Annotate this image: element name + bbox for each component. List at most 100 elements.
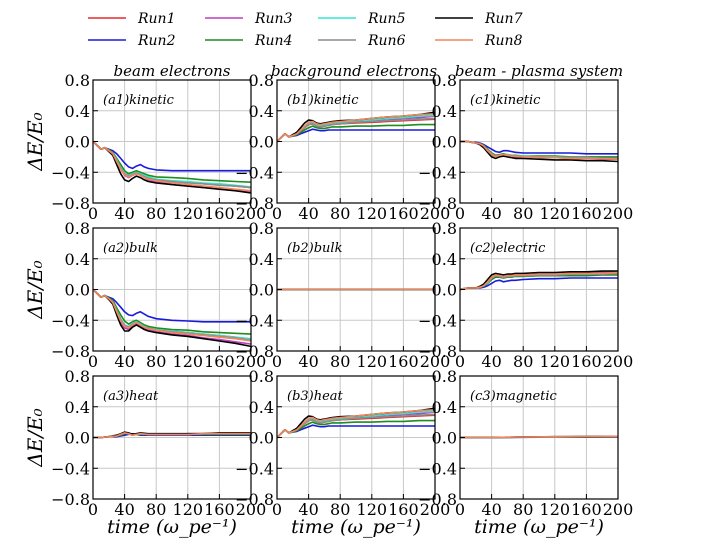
x-tick-label: 120 (173, 204, 204, 223)
x-tick-label: 160 (204, 500, 235, 519)
x-tick-label: 120 (540, 352, 571, 371)
series-group (93, 140, 251, 194)
y-tick-label: 0.0 (249, 429, 274, 448)
x-axis-label: time (ω_pe⁻¹) (291, 516, 421, 538)
y-tick-label: −0.8 (418, 194, 457, 213)
x-tick-label: 0 (455, 352, 465, 371)
x-tick-label: 80 (513, 204, 533, 223)
x-axis-label-text: time (474, 516, 517, 538)
y-tick-label: −0.4 (235, 459, 274, 478)
x-tick-label: 120 (357, 352, 388, 371)
legend-entry-run3: Run3 (205, 11, 293, 27)
panel-label: (c1)kinetic (470, 93, 541, 108)
y-tick-label: 0.4 (65, 250, 90, 269)
x-tick-label: 80 (513, 500, 533, 519)
x-tick-label: 200 (420, 204, 451, 223)
x-tick-label: 120 (540, 204, 571, 223)
y-tick-label: −0.4 (418, 163, 457, 182)
x-tick-label: 160 (388, 352, 419, 371)
y-tick-label: 0.0 (65, 429, 90, 448)
legend-label: Run5 (367, 11, 406, 27)
x-tick-label: 40 (114, 204, 134, 223)
series-line-run8 (93, 432, 251, 439)
x-tick-label: 160 (204, 204, 235, 223)
x-axis-label: time (ω_pe⁻¹) (107, 516, 237, 538)
x-tick-label: 80 (330, 204, 350, 223)
series-group (460, 270, 618, 291)
y-tick-label: 0.0 (65, 133, 90, 152)
y-tick-label: −0.4 (418, 311, 457, 330)
legend-label: Run4 (254, 33, 292, 49)
x-tick-label: 40 (114, 500, 134, 519)
y-tick-label: 0.0 (65, 281, 90, 300)
legend-label: Run2 (137, 33, 176, 49)
panel-c2: 0 40 80 120 160 200−0.8−0.40.00.40.8(c2)elect… (418, 219, 633, 371)
panel-label: (c3)magnetic (470, 389, 558, 404)
x-tick-label: 80 (330, 500, 350, 519)
x-tick-label: 160 (388, 500, 419, 519)
series-line-run8 (93, 288, 251, 342)
x-tick-label: 0 (455, 500, 465, 519)
x-tick-label: 0 (88, 204, 98, 223)
series-line-run8 (93, 140, 251, 192)
x-tick-label: 80 (146, 204, 166, 223)
y-tick-label: −0.8 (235, 342, 274, 361)
series-line-run8 (460, 435, 618, 439)
x-tick-label: 200 (603, 352, 634, 371)
x-tick-label: 160 (571, 500, 602, 519)
legend-entry-run1: Run1 (88, 11, 175, 27)
x-tick-label: 120 (173, 352, 204, 371)
y-tick-label: 0.4 (249, 250, 274, 269)
x-tick-label: 40 (114, 352, 134, 371)
y-tick-label: 0.0 (249, 281, 274, 300)
panel-label: (a1)kinetic (103, 93, 175, 108)
x-axis-label-text: time (107, 516, 150, 538)
y-tick-label: 0.0 (432, 133, 457, 152)
panel-b1: 0 40 80 120 160 200−0.8−0.40.00.40.8(b1)kinet… (235, 71, 450, 223)
x-tick-label: 80 (513, 352, 533, 371)
y-tick-label: −0.4 (51, 311, 90, 330)
y-tick-label: −0.4 (51, 459, 90, 478)
x-tick-label: 0 (455, 204, 465, 223)
x-tick-label: 80 (146, 352, 166, 371)
legend-entry-run5: Run5 (318, 11, 406, 27)
x-tick-label: 200 (603, 500, 634, 519)
series-line-run8 (460, 140, 618, 160)
x-axis-label: time (ω_pe⁻¹) (474, 516, 604, 538)
y-tick-label: −0.4 (51, 163, 90, 182)
x-tick-label: 0 (272, 352, 282, 371)
x-tick-label: 160 (204, 352, 235, 371)
legend-entry-run7: Run7 (435, 11, 523, 27)
y-tick-label: −0.8 (235, 194, 274, 213)
legend-label: Run7 (484, 11, 523, 27)
y-tick-label: 0.4 (432, 398, 457, 417)
x-tick-label: 0 (272, 500, 282, 519)
y-tick-label: 0.8 (249, 367, 274, 386)
x-tick-label: 0 (88, 352, 98, 371)
x-tick-label: 40 (298, 352, 318, 371)
series-line-run8 (277, 409, 435, 439)
y-tick-label: −0.8 (51, 490, 90, 509)
legend-entry-run8: Run8 (435, 33, 523, 49)
column-title: beam electrons (114, 62, 231, 80)
y-tick-label: 0.4 (432, 102, 457, 121)
y-axis-label: ΔE/E₀ (23, 112, 47, 171)
x-tick-label: 160 (388, 204, 419, 223)
legend-entry-run4: Run4 (205, 33, 292, 49)
panel-label: (b3)heat (287, 389, 344, 404)
legend-label: Run1 (137, 11, 175, 27)
x-tick-label: 40 (481, 352, 501, 371)
column-title: background electrons (271, 62, 437, 80)
x-axis-label-unit: (ω_pe⁻¹) (340, 516, 421, 538)
y-tick-label: −0.4 (235, 311, 274, 330)
panel-c1: 0 40 80 120 160 200−0.8−0.40.00.40.8(c1)kinet… (418, 71, 633, 223)
y-tick-label: 0.0 (432, 281, 457, 300)
y-tick-label: 0.8 (432, 367, 457, 386)
y-tick-label: −0.8 (51, 194, 90, 213)
y-tick-label: 0.8 (432, 71, 457, 90)
panel-b3: 0 40 80 120 160 200−0.8−0.40.00.40.8(b3)heat (235, 367, 450, 519)
y-tick-label: 0.8 (65, 367, 90, 386)
series-line-run8 (277, 113, 435, 143)
legend-entry-run2: Run2 (88, 33, 176, 49)
series-group (93, 431, 251, 439)
